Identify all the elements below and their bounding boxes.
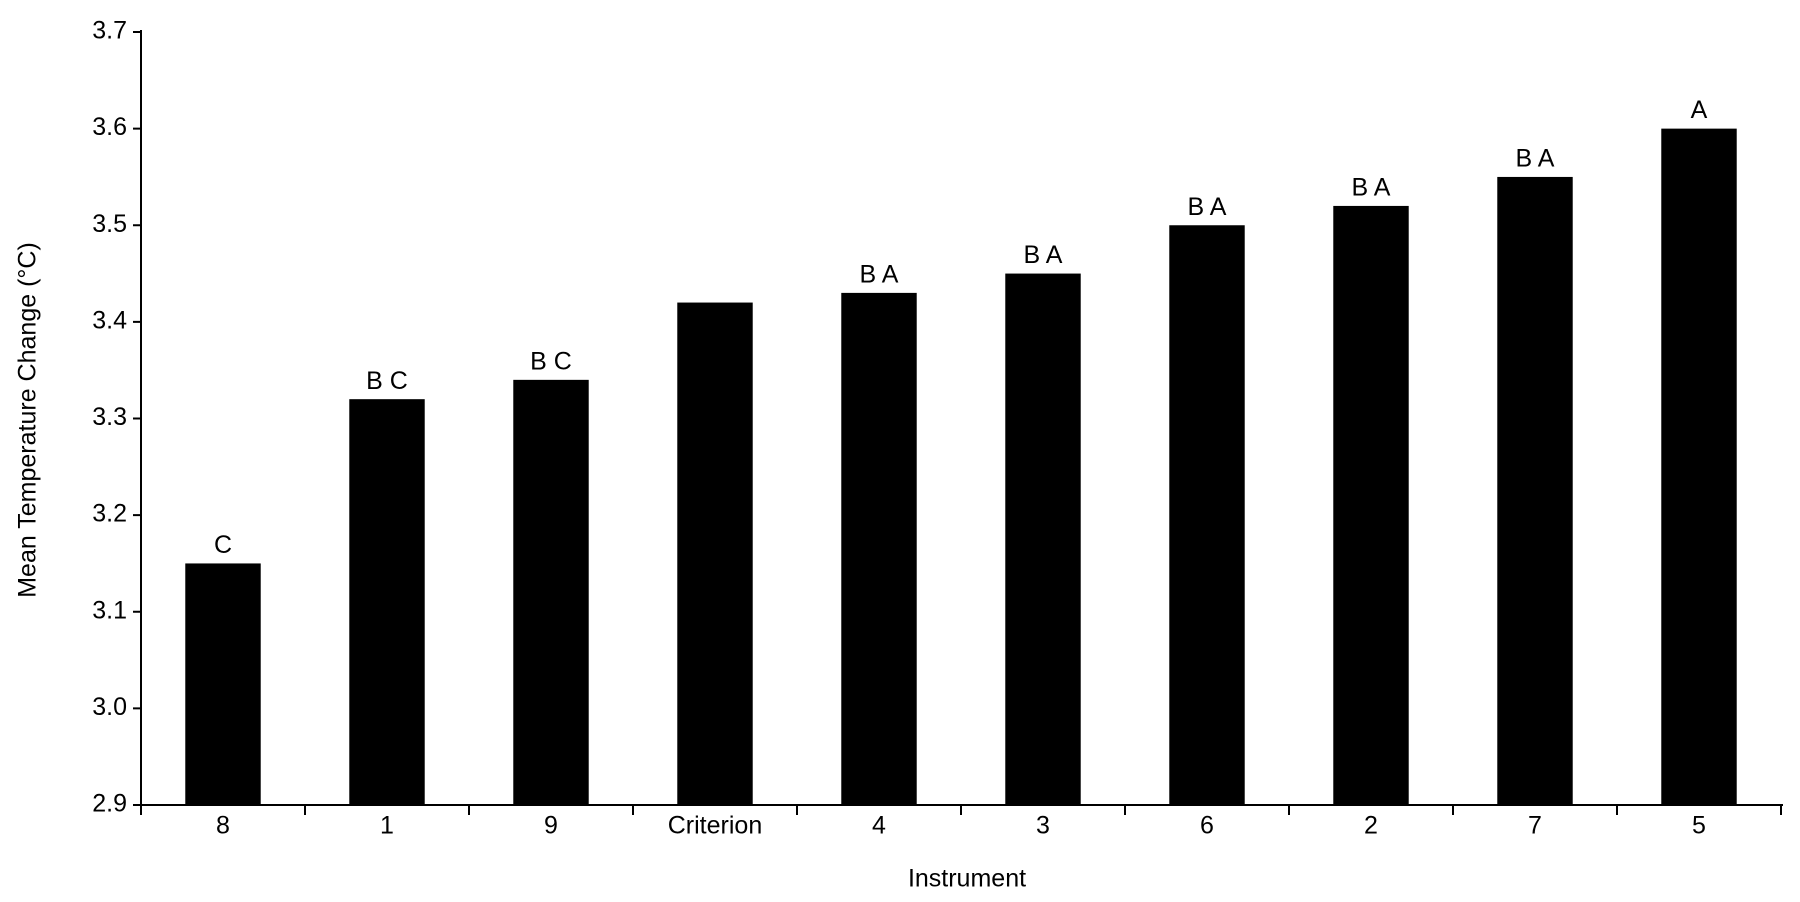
x-tick-label: 1	[380, 812, 394, 840]
x-tick-label: 4	[872, 812, 886, 840]
x-tick-label: 5	[1692, 812, 1706, 840]
y-tick-label: 3.6	[92, 113, 127, 141]
bar	[677, 302, 753, 805]
y-tick-label: 3.3	[92, 403, 127, 431]
group-letter: B A	[1024, 241, 1063, 269]
bar	[349, 399, 425, 805]
bar	[513, 379, 589, 805]
y-tick-label: 3.0	[92, 693, 127, 721]
bar	[1661, 128, 1737, 805]
group-letter: B C	[530, 347, 572, 375]
bar	[1169, 225, 1245, 805]
x-tick-label: 2	[1364, 812, 1378, 840]
y-tick-label: 3.4	[92, 306, 127, 334]
x-tick-label: Criterion	[668, 812, 762, 840]
y-tick-label: 2.9	[92, 790, 127, 818]
x-axis-title: Instrument	[908, 865, 1026, 893]
y-tick-label: 3.2	[92, 500, 127, 528]
bar	[185, 563, 261, 805]
x-tick-label: 3	[1036, 812, 1050, 840]
group-letter: B A	[1352, 174, 1391, 202]
y-tick-label: 3.1	[92, 596, 127, 624]
group-letter: B A	[1516, 145, 1555, 173]
y-tick-label: 3.5	[92, 210, 127, 238]
group-letter: A	[1691, 96, 1708, 124]
bar	[841, 292, 917, 805]
y-tick-label: 3.7	[92, 17, 127, 45]
group-letter: B A	[860, 260, 899, 288]
group-letter: B A	[1188, 193, 1227, 221]
y-axis-title: Mean Temperature Change (°C)	[14, 242, 42, 598]
x-tick-label: 9	[544, 812, 558, 840]
bar	[1005, 273, 1081, 805]
group-letter: B C	[366, 367, 408, 395]
group-letter: C	[214, 531, 232, 559]
x-tick-label: 7	[1528, 812, 1542, 840]
bar	[1497, 176, 1573, 805]
x-tick-label: 6	[1200, 812, 1214, 840]
bar	[1333, 205, 1409, 806]
x-tick-label: 8	[216, 812, 230, 840]
